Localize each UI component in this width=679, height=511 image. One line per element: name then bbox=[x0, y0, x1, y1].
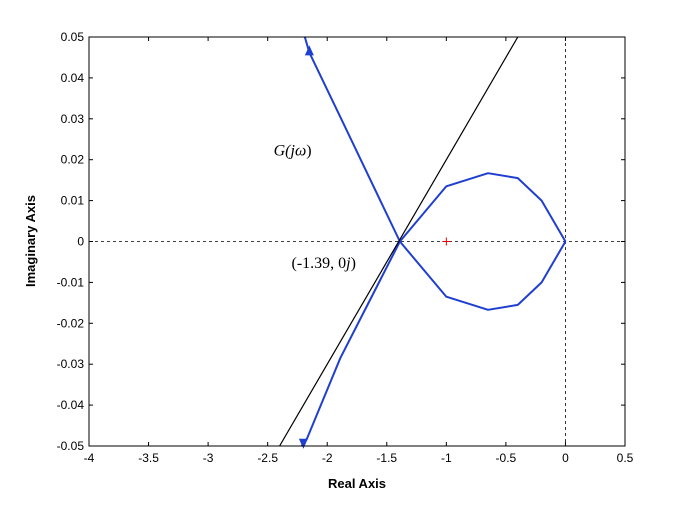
y-tick-label: 0.03 bbox=[61, 112, 85, 126]
locus-branch-1 bbox=[303, 37, 401, 242]
x-axis-label: Real Axis bbox=[328, 476, 386, 491]
y-tick-label: 0.04 bbox=[61, 71, 85, 85]
x-tick-label: -2 bbox=[322, 451, 333, 465]
annotation-breakaway-suffix: ) bbox=[351, 255, 356, 272]
annotation-g-jw-suffix: ) bbox=[306, 143, 311, 160]
y-tick-label: -0.01 bbox=[57, 275, 85, 289]
x-tick-label: -2.5 bbox=[257, 451, 278, 465]
annotation-g-jw-prefix: G( bbox=[274, 143, 293, 160]
annotation-breakaway-italic: j bbox=[344, 255, 351, 272]
annotation-g-jw: G(jω) bbox=[274, 143, 312, 160]
x-tick-label: -3 bbox=[203, 451, 214, 465]
y-tick-label: -0.02 bbox=[57, 316, 85, 330]
y-tick-label: -0.04 bbox=[57, 398, 85, 412]
x-tick-label: 0.5 bbox=[617, 451, 634, 465]
annotation-breakaway-prefix: (-1.39, 0 bbox=[291, 255, 346, 272]
asymptote-line bbox=[279, 37, 519, 446]
y-axis-label: Imaginary Axis bbox=[23, 195, 38, 287]
x-tick-label: -1 bbox=[441, 451, 452, 465]
y-tick-label: -0.03 bbox=[57, 357, 85, 371]
x-tick-label: -0.5 bbox=[496, 451, 517, 465]
locus-branch-3 bbox=[399, 172, 567, 243]
direction-arrow-2 bbox=[298, 438, 308, 449]
y-tick-label: 0.01 bbox=[61, 194, 85, 208]
x-tick-label: -1.5 bbox=[376, 451, 397, 465]
y-tick-label: 0.05 bbox=[61, 30, 85, 44]
y-tick-label: -0.05 bbox=[57, 439, 85, 453]
locus-branch-4 bbox=[399, 240, 567, 311]
annotation-g-jw-italic: jω bbox=[289, 143, 307, 160]
x-tick-label: -4 bbox=[84, 451, 95, 465]
x-tick-label: 0 bbox=[562, 451, 569, 465]
direction-arrow-1 bbox=[304, 45, 314, 56]
x-tick-label: -3.5 bbox=[138, 451, 159, 465]
y-tick-label: 0.02 bbox=[61, 153, 85, 167]
annotation-breakaway-point: (-1.39, 0j) bbox=[291, 255, 355, 272]
y-tick-label: 0 bbox=[77, 235, 84, 249]
